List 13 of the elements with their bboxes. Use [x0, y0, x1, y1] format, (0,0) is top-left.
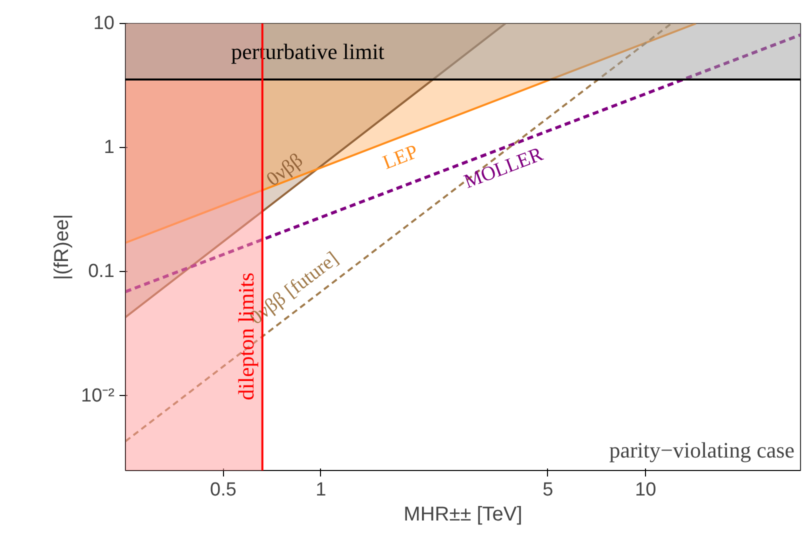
y-tick-label: 0.1	[88, 261, 115, 282]
x-axis-title: MHR±± [TeV]	[404, 504, 522, 526]
text: 0νββ	[262, 149, 308, 191]
annotation: parity−violating case	[609, 438, 795, 462]
y-tick-label: 10⁻²	[81, 385, 115, 406]
x-tick-label: 0.5	[210, 480, 236, 500]
x-tick-label: 1	[316, 480, 326, 500]
text: LEP	[380, 140, 422, 174]
y-tick-label: 1	[104, 137, 115, 158]
x-tick-label: 5	[542, 480, 554, 500]
x-tick-label: 10	[635, 480, 656, 500]
y-axis-title: |(fR)ee|	[51, 214, 74, 280]
y-tick-label: 10	[93, 13, 115, 34]
